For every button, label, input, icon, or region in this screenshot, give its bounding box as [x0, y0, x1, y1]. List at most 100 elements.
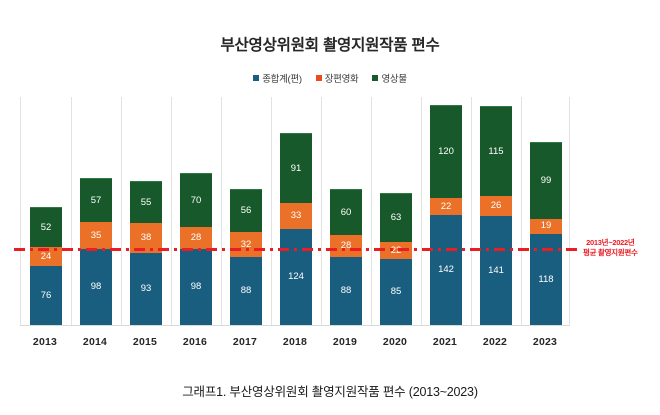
x-axis-tick-2020: 2020: [382, 336, 408, 348]
bar-value-label: 63: [390, 212, 402, 224]
bar-segment-green[interactable]: 120: [430, 104, 462, 198]
bar-segment-blue[interactable]: 118: [530, 233, 562, 325]
bar-group[interactable]: 115 26 141: [480, 106, 512, 325]
bar-segment-green[interactable]: 56: [230, 188, 262, 232]
bar-segment-green[interactable]: 57: [80, 177, 112, 222]
bar-value-label: 115: [488, 145, 504, 157]
bar-segment-orange[interactable]: 33: [280, 203, 312, 229]
bar-segment-orange[interactable]: 38: [130, 223, 162, 253]
gridline: [521, 97, 522, 325]
bar-group[interactable]: 56 32 88: [230, 188, 262, 325]
bar-value-label: 88: [340, 285, 352, 297]
bar-segment-green[interactable]: 115: [480, 106, 512, 196]
bar-segment-blue[interactable]: 98: [180, 249, 212, 325]
bar-value-label: 85: [390, 286, 402, 298]
bar-segment-blue[interactable]: 142: [430, 214, 462, 325]
bar-value-label: 93: [140, 283, 152, 295]
bar-group[interactable]: 120 22 142: [430, 104, 462, 325]
bar-segment-orange[interactable]: 35: [80, 221, 112, 249]
x-axis-tick-2023: 2023: [532, 336, 558, 348]
bar-group[interactable]: 60 28 88: [330, 188, 362, 325]
bar-value-label: 118: [538, 273, 554, 285]
bar-segment-blue[interactable]: 98: [80, 249, 112, 325]
bar-value-label: 32: [240, 238, 252, 250]
bar-value-label: 33: [290, 210, 302, 222]
bar-group[interactable]: 52 24 76: [30, 207, 62, 325]
bar-value-label: 52: [40, 222, 52, 234]
bar-value-label: 26: [490, 199, 502, 211]
gridline: [71, 97, 72, 325]
bar-segment-blue[interactable]: 141: [480, 215, 512, 325]
x-axis-tick-2013: 2013: [32, 336, 58, 348]
bar-segment-blue[interactable]: 88: [230, 256, 262, 325]
bar-group[interactable]: 632285: [380, 193, 412, 325]
x-axis-tick-2016: 2016: [182, 336, 208, 348]
bar-segment-blue[interactable]: 88: [330, 256, 362, 325]
bar-segment-orange[interactable]: 28: [180, 227, 212, 249]
axis-baseline: [20, 325, 570, 326]
gridline: [221, 97, 222, 325]
legend-label-2: 영상물: [381, 74, 407, 85]
bar-group[interactable]: 57 35 98: [80, 177, 112, 325]
bar-value-label: 98: [190, 281, 202, 293]
bar-segment-green[interactable]: 70: [180, 173, 212, 228]
bar-segment-blue[interactable]: 76: [30, 266, 62, 325]
bar-value-label: 56: [240, 204, 252, 216]
average-reference-line: [14, 248, 580, 251]
bar-value-label: 28: [340, 240, 352, 252]
bar-segment-green[interactable]: 99: [530, 142, 562, 219]
x-axis-tick-2018: 2018: [282, 336, 308, 348]
legend-swatch-green-icon: [372, 75, 379, 81]
bar-segment-orange[interactable]: 19: [530, 218, 562, 234]
gridline: [421, 97, 422, 325]
x-axis-tick-2015: 2015: [132, 336, 158, 348]
x-axis-tick-2021: 2021: [432, 336, 458, 348]
bar-value-label: 24: [40, 251, 52, 262]
bar-segment-orange[interactable]: 22: [430, 197, 462, 215]
x-axis-tick-2019: 2019: [332, 336, 358, 348]
bar-value-label: 98: [90, 281, 102, 293]
bar-value-label: 55: [140, 196, 152, 208]
bar-group[interactable]: 55 38 93: [130, 180, 162, 325]
x-axis-tick-2014: 2014: [82, 336, 108, 348]
bar-segment-blue[interactable]: 85: [380, 259, 412, 325]
bar-segment-green[interactable]: 55: [130, 180, 162, 224]
bar-value-label: 99: [540, 175, 552, 187]
bar-value-label: 76: [40, 289, 52, 301]
bar-value-label: 91: [290, 162, 302, 174]
gridline: [321, 97, 322, 325]
bar-value-label: 124: [288, 271, 304, 283]
bar-segment-green[interactable]: 63: [380, 193, 412, 243]
bar-group[interactable]: 99 19 118: [530, 142, 562, 325]
gridline: [171, 97, 172, 325]
legend-item-2: 영상물: [372, 71, 407, 85]
bar-segment-orange[interactable]: 32: [230, 231, 262, 257]
bar-segment-green[interactable]: 52: [30, 207, 62, 248]
bar-group[interactable]: 70 28 98: [180, 173, 212, 325]
bar-segment-green[interactable]: 60: [330, 188, 362, 236]
legend-item-0: 종합계(편): [253, 71, 302, 85]
legend-label-1: 장편영화: [324, 74, 359, 85]
average-reference-label: 2013년~2022년 평균 촬영지원편수: [583, 238, 638, 258]
chart-legend: 종합계(편) 장편영화 영상물: [0, 71, 660, 85]
average-label-line2: 평균 촬영지원편수: [583, 248, 638, 258]
x-axis-tick-2017: 2017: [232, 336, 258, 348]
bar-value-label: 28: [190, 232, 202, 244]
bar-group[interactable]: 91 33 124: [280, 132, 312, 325]
bar-segment-blue[interactable]: 124: [280, 228, 312, 325]
bar-value-label: 35: [90, 229, 102, 241]
bar-segment-blue[interactable]: 93: [130, 252, 162, 325]
bar-segment-green[interactable]: 91: [280, 132, 312, 204]
legend-swatch-orange-icon: [315, 75, 322, 81]
gridline: [121, 97, 122, 325]
bar-segment-orange[interactable]: 26: [480, 195, 512, 216]
legend-swatch-blue-icon: [253, 75, 260, 81]
bar-value-label: 22: [440, 200, 452, 212]
average-label-line1: 2013년~2022년: [586, 238, 635, 248]
bar-value-label: 70: [190, 194, 202, 206]
gridline: [371, 97, 372, 325]
bar-segment-orange[interactable]: 24: [30, 247, 62, 267]
page-title: 부산영상위원회 촬영지원작품 편수: [220, 37, 440, 54]
bar-segment-orange[interactable]: 28: [330, 235, 362, 257]
